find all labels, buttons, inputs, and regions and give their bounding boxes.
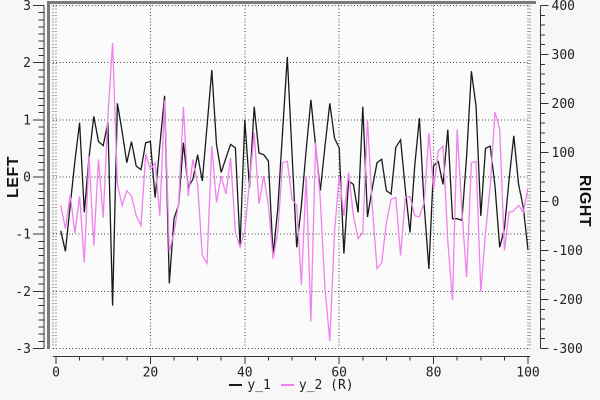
left-tick-label: -3: [15, 342, 31, 357]
right-tick-label: -100: [552, 244, 583, 259]
y2-line-key-icon: [280, 384, 294, 386]
right-tick-label: 300: [552, 48, 575, 63]
y1-line-key-icon: [229, 384, 243, 386]
x-tick-label: 60: [331, 366, 347, 381]
legend: y_1 y_2 (R): [53, 375, 530, 395]
frame-top: [47, 1, 536, 4]
x-tick-label: 20: [143, 366, 159, 381]
left-tick-label: 2: [23, 56, 31, 71]
left-tick-label: -1: [15, 228, 31, 243]
right-tick-label: -300: [552, 342, 583, 357]
x-tick-label: 0: [52, 366, 60, 381]
legend-label-y2: y_2 (R): [298, 377, 354, 393]
right-tick-label: -200: [552, 293, 583, 308]
legend-item-y2: y_2 (R): [280, 377, 354, 393]
right-tick-label: 0: [552, 195, 560, 210]
x-tick-label: 40: [237, 366, 253, 381]
left-tick-label: 0: [23, 171, 31, 186]
x-tick-label: 80: [426, 366, 442, 381]
left-tick-label: 3: [23, 0, 31, 14]
right-tick-label: 200: [552, 97, 575, 112]
legend-item-y1: y_1: [229, 377, 271, 393]
left-axis-title: LEFT: [5, 156, 22, 198]
x-tick-label: 100: [516, 366, 539, 381]
left-tick-label: 1: [23, 113, 31, 128]
right-tick-label: 400: [552, 0, 575, 14]
right-axis-title: RIGHT: [576, 175, 593, 227]
left-tick-label: -2: [15, 285, 31, 300]
right-tick-label: 100: [552, 146, 575, 161]
legend-label-y1: y_1: [247, 377, 271, 393]
series-y_2-line: [60, 43, 529, 342]
plot-area: [53, 5, 530, 349]
frame-left: [47, 1, 50, 349]
series-y_1-line: [60, 56, 529, 306]
